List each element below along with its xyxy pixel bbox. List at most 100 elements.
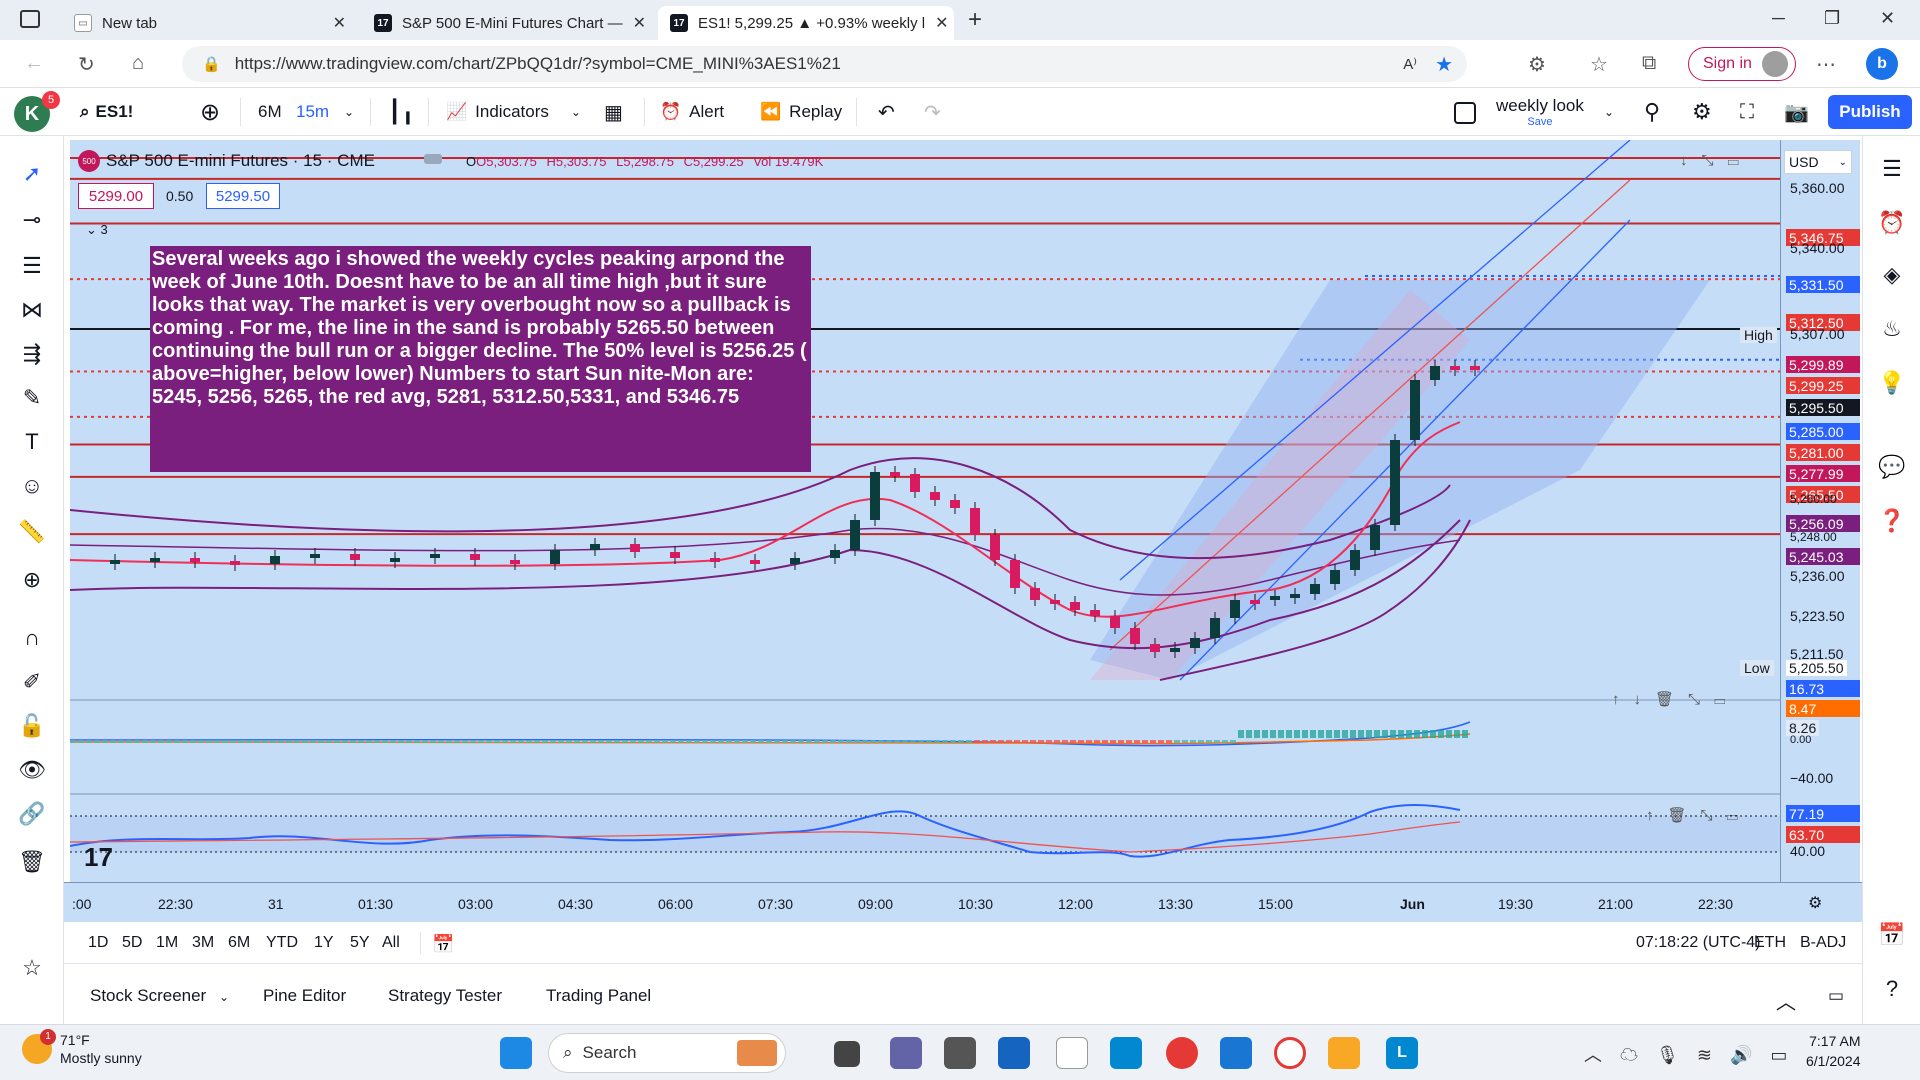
range-button-6m[interactable]: 6M bbox=[228, 934, 251, 951]
close-icon[interactable]: ✕ bbox=[632, 15, 647, 32]
ideas-bulb-icon[interactable]: 💡 bbox=[1878, 370, 1906, 395]
watchlist-icon[interactable]: ☰ bbox=[1882, 156, 1902, 181]
trash-icon[interactable]: 🗑 bbox=[18, 849, 46, 874]
link-icon[interactable]: 🔗 bbox=[18, 801, 46, 826]
chart-canvas[interactable] bbox=[70, 140, 1860, 882]
undo-icon[interactable]: ↶ bbox=[878, 101, 895, 124]
chevron-down-icon[interactable]: ⌄ bbox=[1604, 105, 1615, 119]
indicators-button[interactable]: 📈 Indicators ⌄ bbox=[446, 88, 581, 136]
browser-tab-es1[interactable]: 17 ES1! 5,299.25 ▲ +0.93% weekly l ✕ bbox=[658, 6, 954, 40]
chart-legend[interactable]: 500 S&P 500 E-mini Futures · 15 · CME bbox=[78, 150, 375, 172]
arrow-down-icon[interactable]: ↓ bbox=[1680, 152, 1702, 169]
chevron-up-icon[interactable]: ︿ bbox=[1584, 1045, 1620, 1065]
home-icon[interactable]: ⌂ bbox=[132, 52, 145, 74]
pattern-icon[interactable]: ⋈ bbox=[21, 297, 43, 322]
publish-button[interactable]: Publish bbox=[1828, 95, 1912, 129]
chevron-up-icon[interactable]: ︿ bbox=[1776, 992, 1796, 1014]
file-explorer-icon[interactable] bbox=[1328, 1037, 1360, 1069]
layout-name-button[interactable]: weekly look Save bbox=[1496, 96, 1584, 128]
maximize-pane-icon[interactable]: ▭ bbox=[1714, 691, 1740, 708]
store-icon[interactable] bbox=[998, 1037, 1030, 1069]
mail-icon[interactable] bbox=[1220, 1037, 1252, 1069]
browser-tab-new-tab[interactable]: ▭ New tab ✕ bbox=[62, 6, 358, 40]
help-bulb-icon[interactable]: ❓ bbox=[1878, 508, 1906, 533]
cursor-icon[interactable]: ➚ bbox=[22, 161, 42, 186]
collections-icon[interactable]: ⧉ bbox=[1642, 52, 1657, 74]
microphone-icon[interactable]: 🎙 bbox=[1656, 1045, 1697, 1065]
symbol-search-button[interactable]: ⌕ ES1! bbox=[80, 88, 133, 136]
buy-price-button[interactable]: 5299.50 bbox=[206, 183, 280, 209]
ruler-icon[interactable]: 📏 bbox=[18, 519, 46, 544]
candle-type-icon[interactable]: ┃╻ bbox=[388, 99, 415, 124]
opera-gx-icon[interactable] bbox=[1274, 1037, 1306, 1069]
collapse-indicators-toggle[interactable]: ⌄ 3 bbox=[86, 222, 108, 237]
arrow-down-icon[interactable]: ↓ bbox=[1633, 691, 1655, 708]
tab-strategy-tester[interactable]: Strategy Tester bbox=[388, 986, 503, 1005]
trash-icon[interactable]: 🗑 bbox=[1655, 691, 1689, 708]
volume-icon[interactable]: 🔊 bbox=[1729, 1045, 1771, 1065]
calculator-icon[interactable] bbox=[944, 1037, 976, 1069]
video-call-icon[interactable] bbox=[890, 1037, 922, 1069]
range-button[interactable]: 6M bbox=[258, 102, 282, 121]
price-scale[interactable] bbox=[1780, 140, 1860, 882]
layers-icon[interactable]: ◈ bbox=[1883, 262, 1901, 287]
opera-icon[interactable] bbox=[1166, 1037, 1198, 1069]
range-button-all[interactable]: All bbox=[382, 934, 400, 951]
wifi-icon[interactable]: ≋ bbox=[1696, 1045, 1730, 1065]
adjust-toggle[interactable]: B-ADJ bbox=[1800, 934, 1847, 951]
tab-stock-screener[interactable]: Stock Screener ⌄ bbox=[90, 986, 229, 1006]
close-icon[interactable]: ✕ bbox=[332, 15, 346, 32]
close-icon[interactable]: ✕ bbox=[935, 15, 949, 32]
sell-price-button[interactable]: 5299.00 bbox=[78, 183, 154, 209]
more-options-icon[interactable]: ⋯ bbox=[1816, 54, 1836, 76]
range-button-1m[interactable]: 1M bbox=[156, 934, 179, 951]
layouts-grid-icon[interactable]: ▦ bbox=[604, 101, 623, 124]
minimize-icon[interactable]: ─ bbox=[1772, 8, 1785, 28]
layout-checkbox[interactable] bbox=[1454, 102, 1476, 124]
windows-start-icon[interactable] bbox=[500, 1037, 532, 1069]
go-to-date-icon[interactable]: 📅 bbox=[432, 934, 455, 954]
back-icon[interactable]: ← bbox=[24, 52, 44, 74]
help-icon[interactable]: ? bbox=[1885, 976, 1899, 1001]
tab-trading-panel[interactable]: Trading Panel bbox=[546, 986, 652, 1005]
tab-pine-editor[interactable]: Pine Editor bbox=[263, 986, 347, 1005]
lock-drawing-icon[interactable]: ✐ bbox=[22, 669, 42, 694]
settings-gear-icon[interactable]: ⚙ bbox=[1692, 99, 1712, 124]
range-button-1y[interactable]: 1Y bbox=[314, 934, 334, 951]
legend-visibility-icon[interactable] bbox=[424, 154, 442, 164]
currency-selector[interactable]: USD ⌄ bbox=[1784, 150, 1852, 174]
close-window-icon[interactable]: ✕ bbox=[1880, 8, 1896, 28]
maximize-panel-icon[interactable]: ▭ bbox=[1828, 986, 1845, 1005]
url-input[interactable]: 🔒 https://www.tradingview.com/chart/ZPbQ… bbox=[182, 46, 1467, 82]
hotlists-flame-icon[interactable]: ♨ bbox=[1882, 316, 1902, 341]
alerts-clock-icon[interactable]: ⏰ bbox=[1878, 210, 1906, 235]
chevron-down-icon[interactable]: ⌄ bbox=[344, 105, 355, 119]
favorite-star-icon[interactable]: ★ bbox=[1435, 53, 1453, 76]
trend-line-icon[interactable]: ⊸ bbox=[22, 207, 42, 232]
eye-icon[interactable]: 👁 bbox=[18, 757, 46, 782]
extensions-icon[interactable]: ⚙ bbox=[1528, 54, 1546, 76]
weather-widget[interactable]: 1 71°F Mostly sunny bbox=[22, 1029, 142, 1067]
collapse-icon[interactable]: ⤡ bbox=[1688, 691, 1715, 708]
refresh-icon[interactable]: ↻ bbox=[78, 54, 95, 76]
taskbar-search[interactable]: ⌕ Search bbox=[548, 1033, 786, 1073]
bing-icon[interactable]: b bbox=[1866, 48, 1898, 80]
emoji-icon[interactable]: ☺ bbox=[20, 473, 44, 498]
notepad-icon[interactable] bbox=[1056, 1037, 1088, 1069]
forecast-icon[interactable]: ⇶ bbox=[22, 341, 42, 366]
range-button-3m[interactable]: 3M bbox=[192, 934, 215, 951]
new-tab-plus-icon[interactable]: + bbox=[968, 6, 983, 33]
interval-button[interactable]: 15m bbox=[296, 102, 330, 121]
launcher-icon[interactable]: L bbox=[1386, 1037, 1418, 1069]
range-button-5d[interactable]: 5D bbox=[122, 934, 143, 951]
lock-icon[interactable]: 🔓 bbox=[18, 713, 46, 738]
maximize-pane-icon[interactable]: ▭ bbox=[1726, 807, 1752, 824]
app-icon[interactable] bbox=[1110, 1037, 1142, 1069]
task-view-icon[interactable] bbox=[834, 1041, 860, 1067]
arrow-up-icon[interactable]: ↑ bbox=[1612, 691, 1634, 708]
range-button-1d[interactable]: 1D bbox=[88, 934, 109, 951]
maximize-pane-icon[interactable]: ▭ bbox=[1727, 152, 1753, 169]
magnet-icon[interactable]: ∩ bbox=[24, 625, 40, 650]
alert-button[interactable]: ⏰ Alert bbox=[660, 88, 724, 136]
camera-icon[interactable]: 📷 bbox=[1784, 101, 1809, 124]
